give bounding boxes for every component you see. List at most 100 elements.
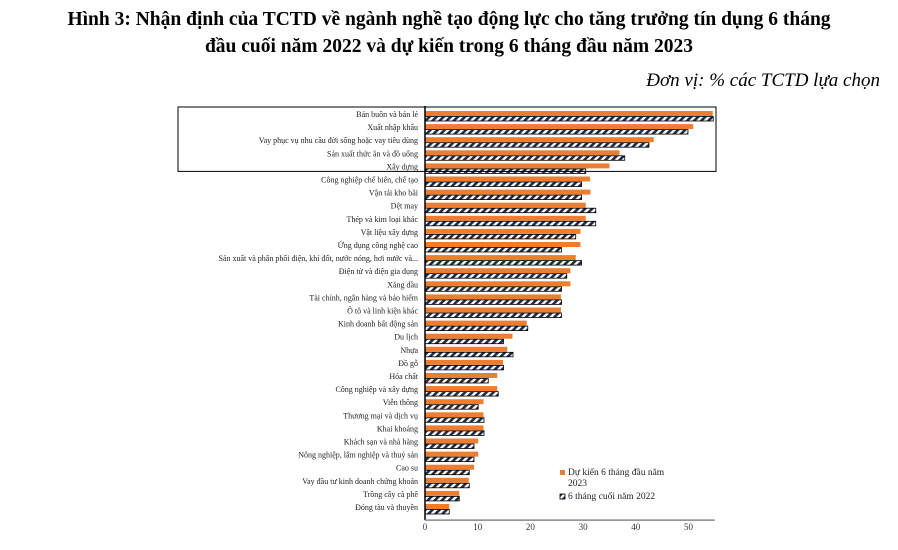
bar-2023 [425, 346, 508, 352]
legend-swatch-2023 [560, 470, 565, 475]
bar-2023 [425, 255, 576, 261]
chart-title: Hình 3: Nhận định của TCTD về ngành nghề… [0, 6, 898, 60]
bar-2022 [424, 299, 562, 305]
bar-2022 [424, 155, 626, 161]
legend-label-2023: Dự kiến 6 tháng đầu năm [568, 467, 665, 478]
category-label: Viễn thông [383, 398, 418, 407]
bar-2022 [424, 482, 470, 489]
category-label: Trồng cây cà phê [363, 490, 418, 499]
legend-label-2022: 6 tháng cuối năm 2022 [568, 491, 655, 502]
x-tick-label: 40 [631, 522, 641, 532]
category-label: Hóa chất [389, 372, 418, 381]
bar-2023 [425, 268, 571, 274]
bar-2023 [425, 281, 571, 287]
bar-2022 [424, 286, 562, 292]
x-tick-label: 50 [684, 522, 694, 532]
category-label: Công nghiệp và xây dựng [335, 385, 418, 394]
bar-2023 [425, 477, 469, 483]
bar-2023 [425, 412, 484, 418]
category-label: Khai khoáng [377, 424, 418, 433]
category-label: Nhựa [400, 346, 418, 355]
bar-2023 [425, 307, 561, 313]
highlight-box [177, 106, 717, 172]
bar-2023 [425, 373, 498, 378]
x-tick-label: 10 [473, 522, 483, 532]
bar-2023 [425, 111, 713, 116]
bar-2022 [424, 443, 475, 449]
bar-2023 [425, 150, 620, 156]
bar-2022 [424, 404, 479, 410]
category-label: Vay đầu tư kinh doanh chứng khoán [302, 477, 418, 486]
category-label: Sản xuất thức ăn và đồ uống [327, 149, 418, 158]
bar-2022 [424, 456, 475, 463]
bar-2022 [424, 181, 582, 187]
category-label: Vận tải kho bãi [369, 189, 419, 198]
category-label: Khách sạn và nhà hàng [344, 438, 418, 447]
bar-2022 [424, 325, 529, 332]
bar-2023 [425, 451, 479, 457]
category-label: Ô tô và linh kiện khác [347, 306, 418, 316]
category-label: Vật liệu xây dựng [361, 228, 418, 237]
bar-2023 [425, 189, 591, 195]
category-label: Công nghiệp chế biến, chế tạo [321, 176, 418, 185]
category-label: Đồ gỗ [398, 359, 418, 368]
category-label: Xăng dầu [387, 280, 418, 289]
category-label: Vay phục vụ nhu cầu đời sống hoặc vay ti… [259, 136, 418, 145]
bar-2022 [424, 273, 568, 279]
bar-2023 [425, 333, 513, 339]
bar-2022 [424, 142, 650, 148]
category-label: Đóng tàu và thuyền [355, 503, 418, 512]
category-label: Xuất nhập khẩu [367, 123, 418, 132]
bar-2022 [424, 129, 689, 135]
bar-2022 [424, 260, 582, 266]
category-label: Sản xuất và phân phối điện, khí đốt, nướ… [218, 254, 418, 263]
bar-2023 [425, 124, 694, 130]
bar-2023 [425, 438, 479, 444]
category-label: Cao su [396, 464, 418, 473]
bar-2023 [425, 504, 450, 509]
category-label: Nông nghiệp, lâm nghiệp và thuỷ sản [298, 451, 418, 460]
bar-2022 [424, 469, 470, 476]
category-label: Xây dựng [386, 162, 418, 171]
bar-2022 [424, 338, 504, 345]
bar-2022 [424, 391, 499, 397]
bar-2022 [424, 207, 597, 214]
bar-2023 [425, 386, 498, 392]
category-label: Du lịch [394, 333, 418, 342]
bar-2022 [424, 312, 562, 318]
category-label: Tài chính, ngân hàng và bảo hiểm [309, 293, 418, 302]
bar-2023 [425, 228, 581, 234]
bar-2022 [424, 364, 504, 371]
category-label: Bán buôn và bán lẻ [356, 110, 418, 119]
category-label: Ứng dụng công nghệ cao [338, 240, 418, 250]
title-line-2: đầu cuối năm 2022 và dự kiến trong 6 thá… [204, 36, 694, 57]
bar-2022 [424, 417, 485, 423]
legend-swatch-2022 [559, 493, 566, 500]
bar-2022 [424, 233, 577, 240]
x-tick-label: 30 [579, 522, 589, 532]
category-label: Điện tử và điện gia dụng [339, 267, 418, 276]
bar-2022 [424, 509, 450, 515]
category-label: Thương mại và dịch vụ [343, 411, 418, 420]
bar-2022 [424, 378, 489, 384]
bar-2022 [424, 430, 485, 436]
bar-2022 [424, 495, 460, 502]
bar-2023 [425, 137, 654, 143]
bar-2023 [425, 490, 460, 496]
bar-2023 [425, 359, 503, 365]
bar-2022 [424, 351, 514, 358]
legend-label-2023-year: 2023 [568, 479, 587, 489]
bar-2023 [425, 215, 586, 221]
category-label: Dệt may [391, 202, 418, 211]
category-label: Thép và kim loại khác [346, 215, 418, 224]
x-tick-label: 20 [526, 522, 536, 532]
bar-2023 [425, 202, 586, 208]
bar-2022 [424, 116, 714, 122]
bar-2023 [425, 425, 484, 431]
bar-2023 [425, 242, 581, 247]
title-line-1: Hình 3: Nhận định của TCTD về ngành nghề… [67, 9, 831, 30]
bar-2023 [425, 176, 590, 182]
bar-2023 [425, 320, 527, 326]
bar-2022 [424, 194, 582, 201]
